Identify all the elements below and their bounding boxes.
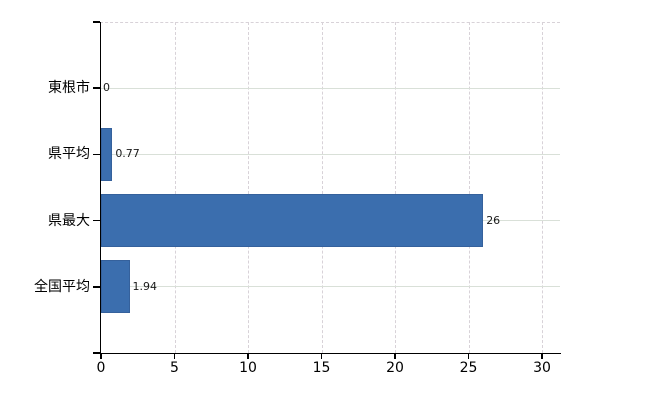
gridline-horizontal: [100, 153, 560, 155]
x-tick-label: 15: [312, 360, 331, 376]
gridline-vertical: [248, 22, 249, 353]
value-label: 1.94: [132, 279, 158, 293]
y-axis-tick: [93, 286, 100, 288]
x-tick-label: 0: [96, 360, 106, 376]
y-axis-tick: [93, 87, 100, 89]
x-axis-tick: [247, 353, 249, 359]
x-tick-label: 30: [533, 360, 551, 376]
gridline-vertical: [321, 22, 323, 353]
x-axis-line: [100, 352, 561, 354]
gridline-horizontal: [100, 286, 560, 288]
x-tick-label: 5: [170, 360, 179, 376]
value-label: 26: [486, 213, 501, 227]
gridline-vertical: [542, 22, 543, 353]
value-label: 0.77: [115, 147, 140, 161]
y-axis-tick: [93, 21, 100, 23]
value-label: 0: [103, 81, 110, 95]
x-axis-tick: [320, 353, 323, 359]
category-label: 県平均: [48, 146, 90, 163]
gridline-vertical: [395, 22, 396, 353]
category-label: 全国平均: [34, 278, 90, 295]
x-tick-label: 20: [386, 360, 404, 376]
x-axis-tick: [100, 353, 102, 359]
x-axis-tick: [394, 353, 396, 359]
x-axis-tick: [541, 353, 543, 359]
x-axis-tick: [467, 353, 470, 359]
bar-県最大: [101, 194, 484, 248]
category-label: 県最大: [48, 212, 90, 229]
x-tick-label: 10: [239, 360, 257, 376]
plot-area-top-border: [100, 22, 560, 23]
y-axis-tick: [93, 352, 100, 354]
gridline-vertical: [468, 22, 470, 353]
y-axis-tick: [93, 153, 100, 156]
x-tick-label: 25: [459, 360, 478, 376]
gridline-horizontal: [100, 87, 560, 89]
category-label: 東根市: [48, 80, 90, 97]
y-axis-tick: [93, 219, 100, 222]
bar-全国平均: [101, 260, 130, 314]
gridline-vertical: [174, 22, 176, 353]
bar-県平均: [101, 127, 113, 181]
x-axis-tick: [173, 353, 176, 359]
y-axis-line: [99, 22, 101, 353]
